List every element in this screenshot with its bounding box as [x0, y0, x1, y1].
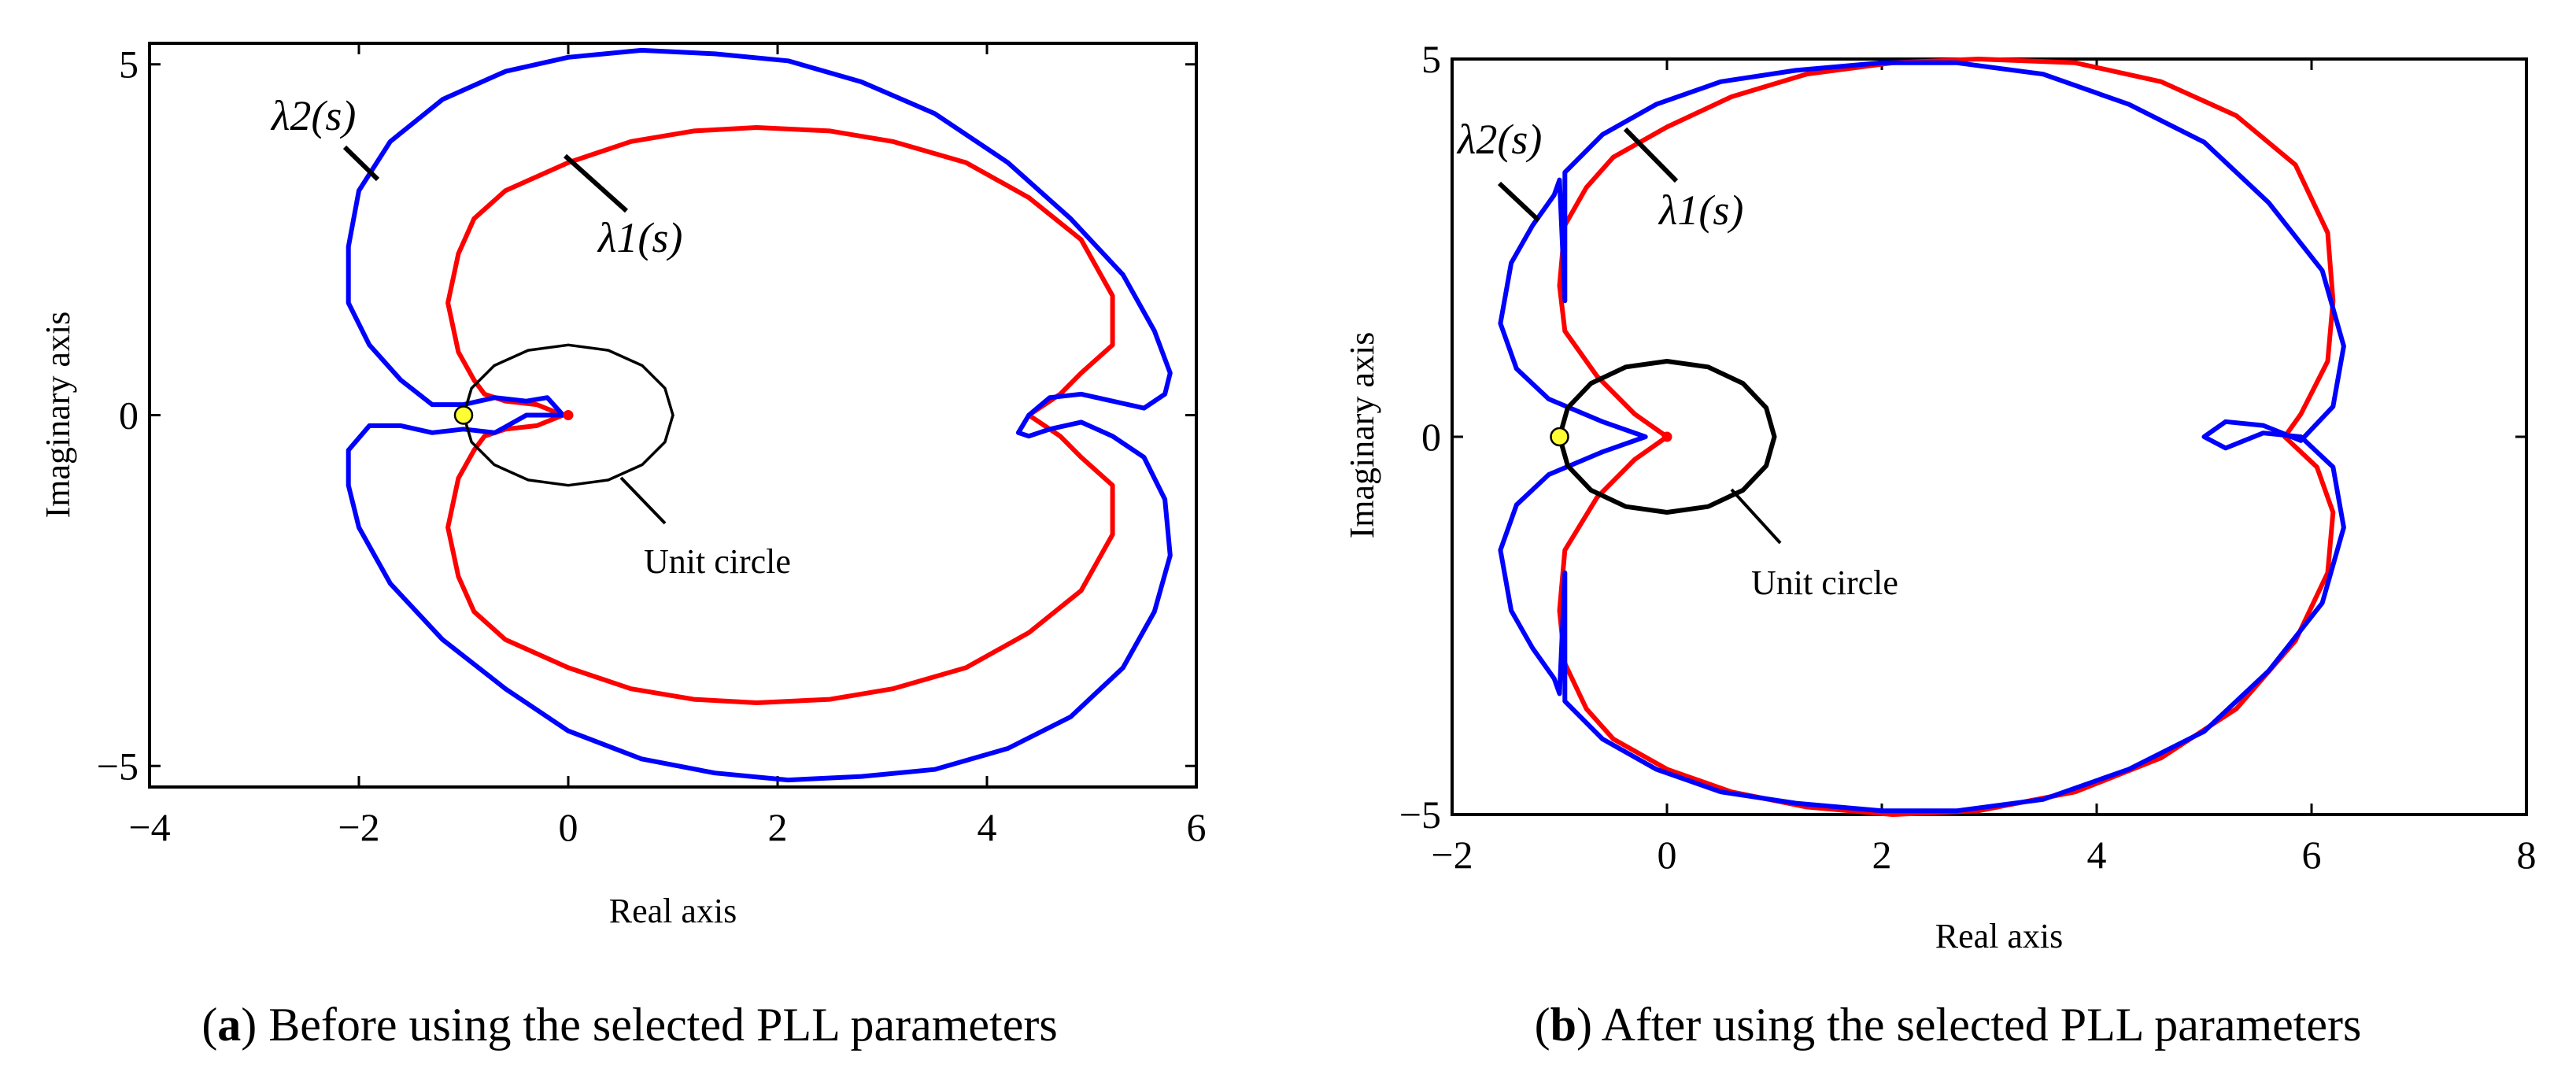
- x-tick-label: −4: [128, 805, 170, 849]
- annotation-unit-circle-a: Unit circle: [644, 542, 791, 581]
- annotation-lambda2-a: λ2(s): [270, 92, 356, 139]
- panel-a: −4 −2 0 2 4 6 5 0 −5 λ2(s) λ1(s) Unit circle Re…: [39, 42, 1207, 1051]
- x-tick-label: 2: [768, 805, 788, 849]
- x-axis-label-b: Real axis: [1935, 917, 2064, 955]
- x-tick-label: 6: [1187, 805, 1207, 849]
- origin-marker: [563, 410, 574, 420]
- x-tick-label: 2: [1872, 833, 1892, 877]
- leader-unit-circle-a: [619, 476, 667, 525]
- y-ticks-b: 5 0 −5: [1399, 37, 2526, 837]
- plot-frame-b: [1451, 57, 2528, 816]
- annotation-unit-circle-b: Unit circle: [1751, 563, 1898, 602]
- x-tick-label: 0: [1658, 833, 1677, 877]
- series-line-lambda2: [1498, 60, 2346, 814]
- leader-lambda2-a: [342, 145, 380, 182]
- x-tick-label: 4: [2087, 833, 2107, 877]
- x-tick-label: 6: [2302, 833, 2322, 877]
- annotation-lambda1-b: λ1(s): [1658, 187, 1743, 234]
- y-tick-label: 0: [119, 394, 139, 438]
- leader-lambda1-b: [1623, 127, 1679, 183]
- critical-point-marker: [1550, 427, 1569, 447]
- caption-text-a: Before using the selected PLL parameters: [268, 999, 1057, 1051]
- series-line-lambda1: [1557, 57, 2336, 817]
- leader-lambda1-a: [563, 153, 629, 213]
- y-tick-label: 5: [119, 42, 139, 87]
- x-tick-label: −2: [338, 805, 379, 849]
- panel-b: −2 0 2 4 6 8 5 0 −5 λ2(s) λ1(s) Unit circle Rea…: [1343, 37, 2537, 1051]
- x-ticks-b: −2 0 2 4 6 8: [1431, 59, 2537, 877]
- y-tick-label: −5: [97, 744, 139, 788]
- y-ticks-a: 5 0 −5: [97, 42, 1196, 788]
- y-tick-label: −5: [1399, 793, 1441, 837]
- x-ticks-a: −4 −2 0 2 4 6: [128, 43, 1207, 849]
- caption-label-a: a: [217, 999, 241, 1051]
- caption-text-b: After using the selected PLL parameters: [1602, 999, 2362, 1051]
- x-tick-label: 4: [978, 805, 997, 849]
- leader-unit-circle-b: [1730, 488, 1782, 545]
- annotation-lambda2-b: λ2(s): [1456, 116, 1542, 163]
- caption-a: (a) Before using the selected PLL parame…: [201, 999, 1057, 1051]
- caption-b: (b) After using the selected PLL paramet…: [1535, 999, 2362, 1051]
- caption-label-b: b: [1550, 999, 1576, 1051]
- origin-marker: [1661, 431, 1672, 442]
- markers-a: [453, 405, 574, 425]
- x-tick-label: 0: [559, 805, 578, 849]
- y-tick-label: 5: [1421, 37, 1441, 81]
- series-b: [1498, 57, 2346, 817]
- y-axis-label-b: Imaginary axis: [1343, 332, 1381, 539]
- y-axis-label-a: Imaginary axis: [39, 312, 77, 519]
- markers-b: [1550, 427, 1672, 447]
- y-tick-label: 0: [1421, 415, 1441, 459]
- annotation-lambda1-a: λ1(s): [597, 214, 682, 261]
- x-axis-label-a: Real axis: [609, 892, 737, 930]
- x-tick-label: −2: [1431, 833, 1473, 877]
- x-tick-label: 8: [2517, 833, 2537, 877]
- critical-point-marker: [453, 405, 474, 425]
- leader-lambda2-b: [1497, 181, 1541, 223]
